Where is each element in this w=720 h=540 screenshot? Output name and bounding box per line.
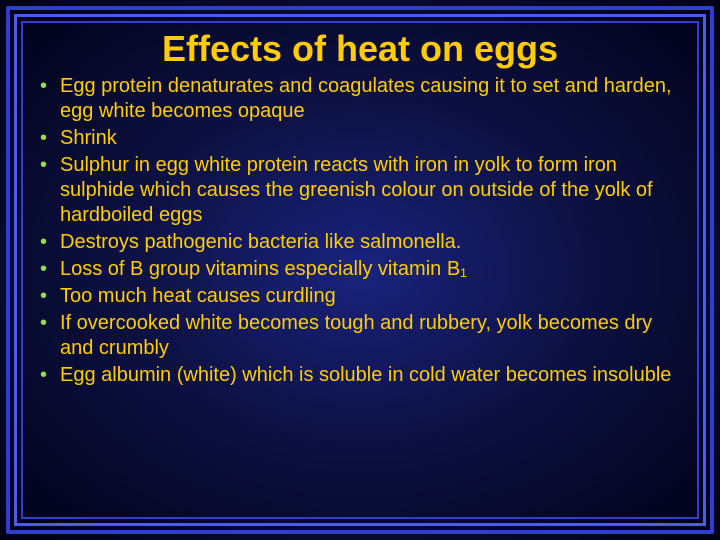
list-item: Shrink [38,126,686,151]
list-item: Egg protein denaturates and coagulates c… [38,74,686,124]
list-item: Loss of B group vitamins especially vita… [38,257,686,282]
list-item: Egg albumin (white) which is soluble in … [38,363,686,388]
list-item: Sulphur in egg white protein reacts with… [38,153,686,228]
slide-content: Effects of heat on eggs Egg protein dena… [26,26,694,514]
list-item: If overcooked white becomes tough and ru… [38,311,686,361]
list-item: Too much heat causes curdling [38,284,686,309]
slide: Effects of heat on eggs Egg protein dena… [0,0,720,540]
slide-title: Effects of heat on eggs [34,30,686,68]
bullet-list: Egg protein denaturates and coagulates c… [34,74,686,388]
list-item: Destroys pathogenic bacteria like salmon… [38,230,686,255]
